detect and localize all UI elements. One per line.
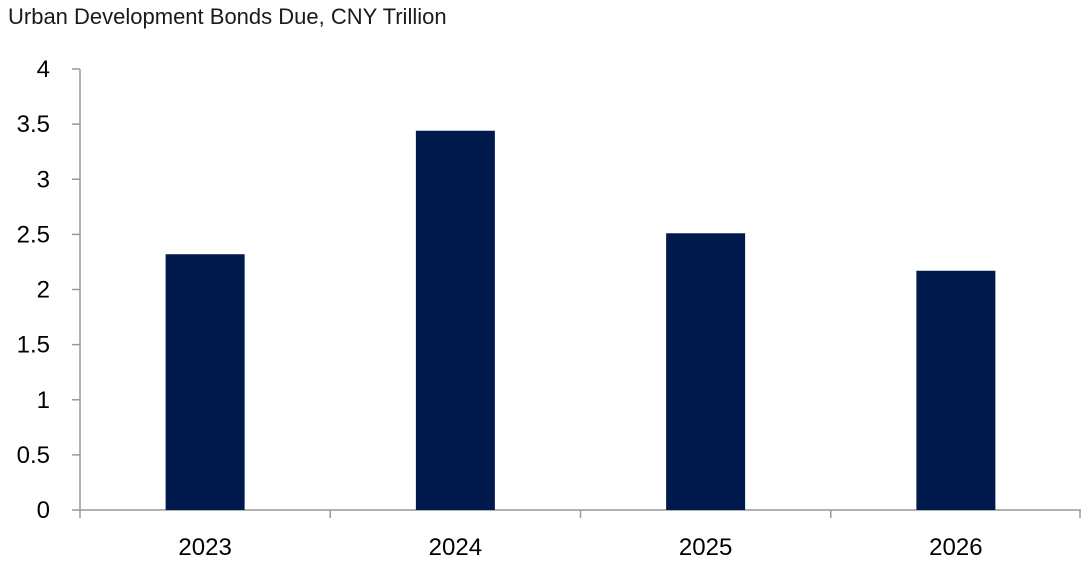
- bars: [165, 130, 996, 511]
- y-tick-label: 2: [37, 277, 50, 304]
- bar-2025: [666, 233, 746, 510]
- y-axis: 0 0.5 1 1.5 2 2.5 3 3.5 4: [17, 56, 81, 524]
- x-tick-label: 2025: [679, 534, 732, 561]
- y-tick-label: 1: [37, 387, 50, 414]
- x-tick-label: 2024: [429, 534, 482, 561]
- y-tick-label: 0.5: [17, 442, 50, 469]
- x-tick-label: 2023: [178, 534, 231, 561]
- y-tick-label: 3.5: [17, 111, 50, 138]
- x-tick-label: 2026: [929, 534, 982, 561]
- x-axis: 2023 2024 2025 2026: [79, 509, 1081, 561]
- chart-title: Urban Development Bonds Due, CNY Trillio…: [8, 4, 447, 29]
- bar-2026: [916, 270, 996, 510]
- y-tick-label: 3: [37, 166, 50, 193]
- y-tick-label: 4: [37, 56, 50, 83]
- bar-2024: [415, 130, 495, 511]
- bar-2023: [165, 254, 245, 510]
- y-tick-label: 1.5: [17, 332, 50, 359]
- y-tick-label: 0: [37, 497, 50, 524]
- y-tick-label: 2.5: [17, 221, 50, 248]
